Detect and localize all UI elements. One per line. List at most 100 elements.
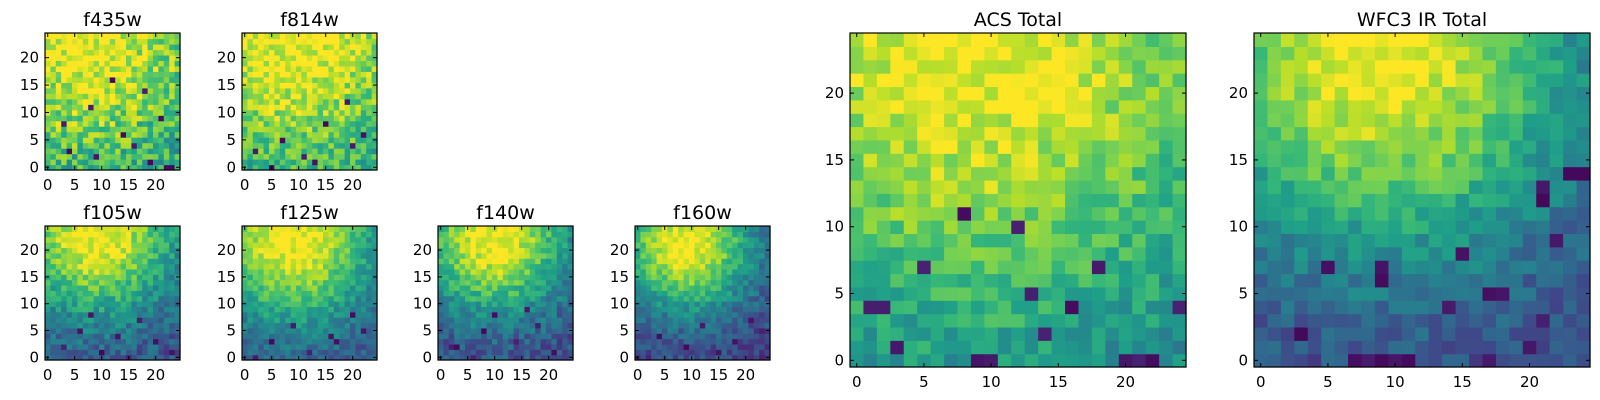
heatmap-cell	[285, 82, 292, 89]
heatmap-cell	[247, 76, 254, 83]
heatmap-cell	[519, 252, 525, 259]
heatmap-cell	[1118, 233, 1133, 248]
heatmap-cell	[1334, 286, 1349, 301]
heatmap-cell	[710, 301, 717, 307]
heatmap-cell	[984, 86, 999, 101]
heatmap-cell	[1576, 300, 1591, 315]
heatmap-cell	[984, 59, 999, 74]
heatmap-cell	[1267, 340, 1282, 355]
heatmap-cell	[242, 338, 248, 345]
heatmap-cell	[55, 148, 62, 155]
heatmap-cell	[285, 343, 292, 350]
heatmap-cell	[174, 159, 181, 166]
heatmap-cell	[328, 242, 335, 249]
heatmap-cell	[72, 301, 78, 307]
heatmap-cell	[732, 231, 739, 238]
heatmap-cell	[699, 247, 706, 254]
heatmap-cell	[667, 252, 674, 259]
heatmap-cell	[683, 333, 690, 340]
heatmap-cell	[689, 263, 695, 270]
heatmap-cell	[317, 131, 324, 138]
heatmap-cell	[344, 279, 351, 286]
heatmap-cell	[1455, 193, 1470, 208]
heatmap-cell	[50, 93, 57, 100]
heatmap-cell	[93, 268, 100, 275]
heatmap-cell	[1145, 233, 1160, 248]
heatmap-cell	[344, 126, 351, 133]
heatmap-cell	[662, 284, 668, 291]
heatmap-cell	[147, 295, 154, 302]
heatmap-cell	[120, 252, 127, 259]
heatmap-cell	[863, 313, 878, 328]
heatmap-cell	[519, 263, 525, 270]
heatmap-cell	[72, 236, 78, 243]
heatmap-cell	[323, 93, 329, 100]
heatmap-cell	[970, 113, 985, 128]
heatmap-cell	[454, 349, 461, 356]
heatmap-cell	[93, 148, 100, 155]
heatmap-cell	[66, 120, 73, 127]
heatmap-cell	[764, 268, 771, 275]
heatmap-cell	[290, 354, 297, 361]
heatmap-cell	[77, 65, 84, 72]
heatmap-cell	[126, 317, 132, 324]
heatmap-cell	[274, 301, 281, 307]
heatmap-cell	[126, 263, 132, 270]
heatmap-cell	[174, 131, 181, 138]
heatmap-cell	[1348, 193, 1363, 208]
heatmap-cell	[99, 258, 105, 265]
heatmap-cell	[465, 338, 471, 345]
y-tick-label: 10	[20, 295, 39, 313]
heatmap-cell	[77, 54, 84, 61]
heatmap-cell	[77, 295, 84, 302]
heatmap-cell	[1482, 300, 1497, 315]
heatmap-cell	[1401, 206, 1416, 221]
heatmap-cell	[252, 236, 259, 243]
heatmap-cell	[45, 333, 51, 340]
heatmap-cell	[1536, 273, 1551, 288]
heatmap-cell	[109, 126, 116, 133]
heatmap-cell	[120, 295, 127, 302]
heatmap-cell	[645, 349, 652, 356]
heatmap-cell	[274, 226, 281, 232]
heatmap-cell	[274, 159, 281, 166]
heatmap-cell	[279, 242, 286, 249]
heatmap-cell	[290, 104, 297, 111]
heatmap-cell	[737, 338, 744, 345]
heatmap-cell	[355, 148, 362, 155]
heatmap-cell	[970, 340, 985, 355]
heatmap-cell	[312, 49, 319, 56]
heatmap-cell	[290, 268, 297, 275]
heatmap-cell	[131, 159, 138, 166]
heatmap-cell	[263, 258, 270, 265]
heatmap-cell	[1388, 193, 1403, 208]
heatmap-cell	[448, 284, 455, 291]
heatmap-cell	[306, 354, 313, 361]
heatmap-cell	[1509, 260, 1524, 275]
heatmap-cell	[317, 109, 324, 116]
heatmap-cell	[136, 343, 143, 350]
heatmap-cell	[726, 306, 733, 313]
heatmap-cell	[252, 137, 259, 144]
heatmap-cell	[258, 126, 265, 133]
heatmap-cell	[269, 333, 275, 340]
heatmap-cell	[50, 263, 57, 270]
heatmap-cell	[61, 65, 68, 72]
heatmap-cell	[252, 60, 259, 67]
heatmap-cell	[290, 164, 297, 171]
heatmap-cell	[1118, 139, 1133, 154]
heatmap-cell	[66, 49, 73, 56]
heatmap-cell	[562, 247, 569, 254]
heatmap-cell	[759, 247, 766, 254]
heatmap-cell	[930, 99, 945, 114]
heatmap-cell	[131, 242, 138, 249]
heatmap-cell	[366, 98, 373, 105]
heatmap-cell	[50, 290, 57, 297]
heatmap-cell	[694, 343, 701, 350]
heatmap-cell	[82, 295, 89, 302]
heatmap-cell	[174, 104, 181, 111]
heatmap-cell	[50, 164, 57, 171]
heatmap-cell	[508, 284, 515, 291]
heatmap-cell	[371, 120, 378, 127]
x-tick-label: 10	[289, 176, 308, 194]
